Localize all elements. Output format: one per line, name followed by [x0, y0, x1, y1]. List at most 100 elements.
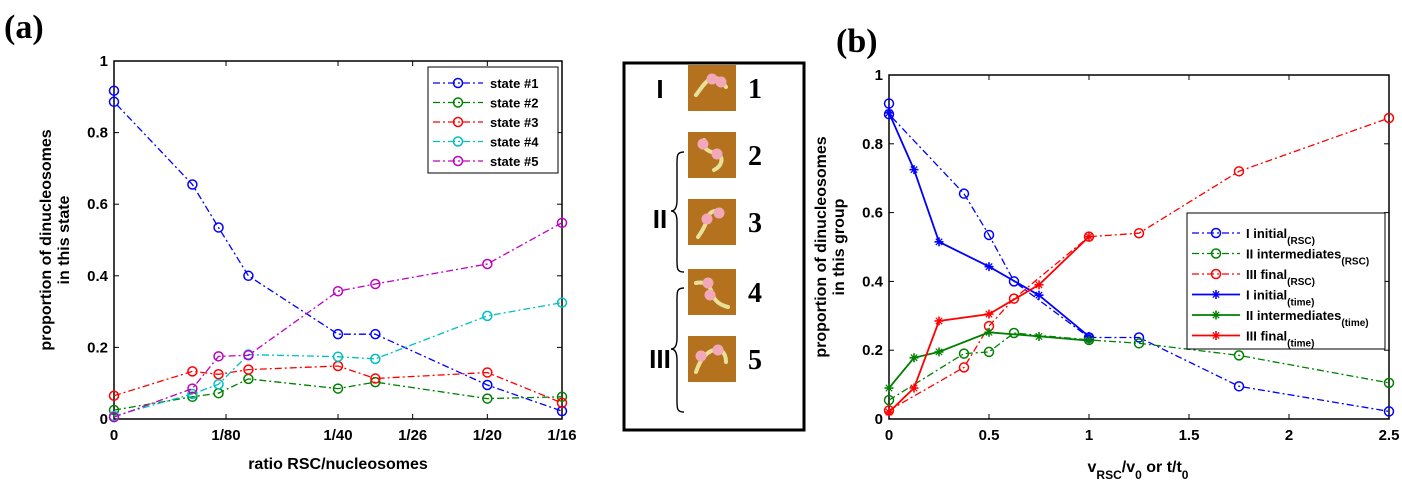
afm-nucleosome — [701, 213, 713, 225]
b-series-4-point — [984, 327, 994, 337]
a-xtick-label: 0 — [110, 427, 118, 444]
b-legend-label-subscript: (RSC) — [1341, 256, 1369, 267]
a-legend-label: state #5 — [490, 154, 538, 169]
b-series-5-point-d2 — [935, 317, 943, 325]
b-legend-label: I initial(RSC) — [1246, 226, 1315, 247]
panel-b-ylabel-line1: proportion of dinucleosomes — [813, 136, 830, 357]
b-series-3-point-d2 — [910, 165, 918, 174]
a-series-1-point — [482, 393, 493, 404]
panel-a-series — [108, 85, 568, 423]
a-xtick-label: 1/40 — [323, 427, 352, 444]
a-ytick-label: 0.4 — [87, 268, 109, 285]
b-legend-label: III final(RSC) — [1246, 267, 1315, 288]
afm-background — [688, 199, 736, 245]
afm-nucleosome — [702, 277, 714, 289]
afm-nucleosome — [697, 138, 709, 150]
b-series-2-point — [1008, 293, 1020, 304]
panel-b-chart: 0 0.5 1 1.5 2 2.500.20.40.60.81 vRSC/v0 or t/… — [813, 67, 1399, 482]
a-ytick-label: 0 — [100, 411, 108, 428]
b-series-5-point — [1034, 280, 1044, 290]
panel-a-letter: (a) — [4, 9, 44, 46]
a-series-4-point — [332, 285, 344, 297]
a-legend-marker — [452, 116, 464, 128]
a-series-2-point — [482, 367, 493, 378]
state-3-afm-image — [688, 199, 736, 245]
b-series-5-point — [934, 316, 944, 326]
b-legend-marker — [1211, 331, 1221, 340]
b-legend-label-name: III final — [1246, 267, 1287, 282]
panel-b-letter: (b) — [836, 23, 878, 60]
b-legend-label: II intermediates(RSC) — [1246, 247, 1369, 268]
b-legend-marker — [1211, 310, 1221, 320]
a-series-4-point — [370, 278, 381, 290]
a-series-1-point — [187, 391, 198, 403]
b-xlabel-part: or t/t — [1142, 459, 1183, 476]
afm-background — [688, 65, 736, 111]
b-ytick-label: 0 — [875, 411, 883, 428]
b-legend-label-subscript: (time) — [1287, 338, 1314, 349]
a-series-0-point — [213, 222, 224, 233]
a-series-4-point — [108, 411, 120, 423]
afm-nucleosome — [706, 73, 718, 85]
b-ytick-label: 0.6 — [862, 205, 883, 222]
b-legend-marker-d2 — [1212, 331, 1220, 340]
b-legend-label: I initial(time) — [1246, 288, 1314, 309]
b-series-1-point — [958, 348, 970, 359]
a-legend-label: state #4 — [490, 135, 539, 150]
b-xtick-label: 0.5 — [979, 427, 1000, 444]
a-series-0-point — [187, 179, 198, 190]
b-xtick-label: 1.5 — [1179, 427, 1200, 444]
b-series-4-point-d2 — [935, 348, 943, 356]
a-series-3-point — [213, 379, 224, 390]
a-series-4-point — [556, 217, 568, 229]
b-series-5-point-d2 — [910, 384, 918, 392]
b-series-2-point — [1233, 166, 1245, 177]
b-legend-marker-d2 — [1212, 290, 1220, 299]
b-series-0-point — [983, 229, 995, 241]
afm-nucleosome — [695, 350, 707, 362]
a-series-0-line — [113, 90, 563, 412]
b-series-4-point — [884, 383, 894, 393]
b-series-1-point — [1383, 377, 1395, 389]
afm-nucleosome — [712, 344, 724, 356]
b-series-4-point — [1084, 336, 1094, 346]
b-ytick-label: 0.2 — [862, 342, 883, 359]
b-series-5-point — [984, 309, 994, 319]
state-2-number: 2 — [748, 141, 762, 172]
b-series-2-line — [888, 117, 1390, 411]
b-ytick-label: 1 — [875, 67, 883, 84]
panel-a-xlabel: ratio RSC/nucleosomes — [248, 456, 428, 473]
b-series-5-point — [1084, 232, 1094, 242]
b-legend-label-subscript: (RSC) — [1287, 236, 1315, 247]
b-series-4-point — [934, 347, 944, 357]
b-series-4-point-d2 — [1035, 332, 1043, 341]
a-legend-marker — [452, 77, 464, 89]
group-roman-numeral: II — [653, 204, 667, 234]
panel-b-ticks: 0 0.5 1 1.5 2 2.5 0 0.2 0.4 0.6 0.8 1 — [862, 67, 1399, 444]
a-ytick-label: 0.8 — [87, 125, 108, 142]
a-series-4-point — [187, 383, 198, 394]
b-series-2-point — [1383, 112, 1395, 124]
b-series-2-point — [1133, 227, 1145, 239]
a-ytick-label: 1 — [100, 53, 108, 70]
b-series-5-point — [909, 383, 919, 393]
b-legend-marker-d2 — [1212, 311, 1220, 319]
a-series-0-point — [108, 85, 120, 96]
b-series-5-point-d2 — [985, 310, 993, 318]
b-series-5-line — [888, 236, 1090, 413]
state-5-number: 5 — [748, 345, 762, 376]
b-legend-label: II intermediates(time) — [1246, 308, 1369, 329]
b-series-1-point — [983, 346, 995, 358]
b-series-3-point — [934, 237, 944, 247]
b-series-3-point-d2 — [985, 262, 993, 271]
state-3-number: 3 — [748, 208, 762, 239]
b-legend-label-subscript: (RSC) — [1287, 277, 1315, 288]
a-series-3-point — [482, 310, 493, 322]
afm-nucleosome — [715, 76, 727, 88]
panel-b-legend: I initial(RSC)II intermediates(RSC)III f… — [1186, 212, 1386, 350]
panel-b-ylabel-line2: in this group — [831, 198, 848, 295]
a-series-0-point — [556, 405, 568, 417]
a-series-4-point — [243, 350, 254, 361]
a-series-2-point — [187, 366, 198, 377]
b-legend-label: III final(time) — [1246, 329, 1314, 350]
